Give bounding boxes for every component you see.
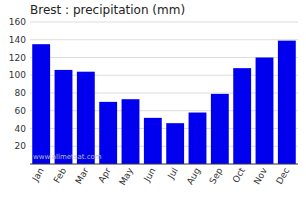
- y-tick-label: 40: [15, 124, 27, 134]
- bar: [189, 113, 207, 164]
- bar: [55, 70, 73, 164]
- bar: [99, 102, 117, 164]
- x-tick-label: Nov: [252, 165, 270, 186]
- bar: [256, 58, 274, 165]
- bars: [32, 41, 296, 164]
- title: Brest : precipitation (mm): [30, 3, 185, 17]
- bar: [211, 94, 229, 164]
- chart: 20 40 60 80 100 120 140 160 Jan FebMar AprMay Jun Ju…: [0, 0, 306, 200]
- x-tick-label: Jul: [165, 166, 180, 181]
- x-tick-label: Sep: [207, 166, 224, 186]
- x-tick-label: Jan: [30, 166, 46, 184]
- y-tick-label: 140: [9, 35, 26, 45]
- x-tick-label: Mar: [73, 166, 90, 186]
- x-tick-label: Feb: [52, 166, 69, 185]
- x-tick-label: Aug: [185, 166, 202, 186]
- x-tick-label: Oct: [230, 166, 247, 185]
- y-tick-label: 120: [9, 53, 26, 63]
- y-tick-label: 80: [15, 88, 27, 98]
- watermark: www.allmetsat.com: [33, 153, 102, 161]
- grid-line: [30, 22, 298, 23]
- y-tick-label: 20: [15, 141, 27, 151]
- bar: [32, 44, 50, 164]
- y-tick-label: 100: [9, 70, 26, 80]
- x-tick-label: Dec: [274, 166, 291, 186]
- x-axis: [30, 164, 298, 165]
- bar: [77, 72, 95, 164]
- y-tick-label: 160: [9, 17, 26, 27]
- y-tick-label: 60: [15, 106, 27, 116]
- grid-line: [30, 39, 298, 40]
- x-tick-label: Jun: [141, 166, 157, 184]
- x-tick-label: May: [117, 165, 135, 187]
- x-tick-label: Apr: [96, 166, 113, 185]
- bar: [144, 118, 162, 164]
- bar: [166, 123, 184, 164]
- bar: [233, 68, 251, 164]
- bar: [122, 99, 140, 164]
- bar: [278, 41, 296, 164]
